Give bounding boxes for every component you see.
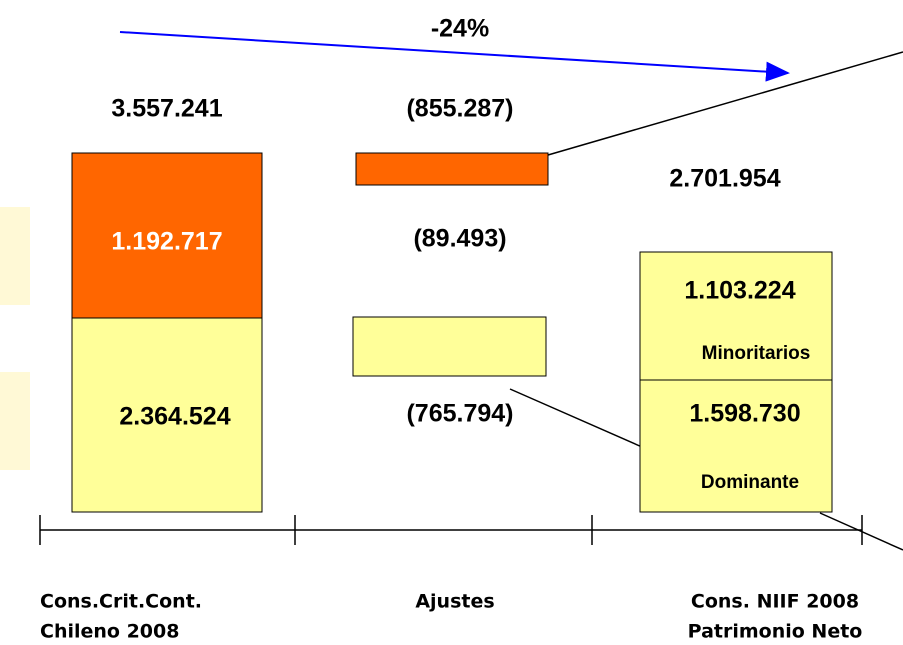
category-label: Cons. NIIF 2008	[691, 591, 859, 613]
change-label: -24%	[431, 15, 489, 43]
upper-label: (89.493)	[413, 225, 506, 253]
lower-label: (765.794)	[406, 400, 513, 428]
side-box	[0, 372, 30, 470]
category-label: Ajustes	[415, 591, 494, 613]
segment-upper	[639, 251, 833, 381]
lower-label: 2.364.524	[119, 403, 230, 431]
segment-lower	[639, 379, 833, 513]
change-arrow	[119, 31, 790, 82]
connector	[509, 388, 643, 448]
category-label: Cons.Crit.Cont.	[40, 591, 202, 613]
upper-name: Minoritarios	[702, 343, 811, 364]
lower-name: Dominante	[701, 472, 799, 493]
upper-label: 1.192.717	[111, 228, 222, 256]
total-label: 2.701.954	[669, 165, 780, 193]
upper-label: 1.103.224	[684, 277, 795, 305]
adjustment-lower	[352, 316, 547, 377]
segment-upper	[71, 152, 263, 319]
adjustment-upper	[355, 152, 549, 186]
total-label: (855.287)	[406, 95, 513, 123]
axis	[39, 515, 863, 545]
segment-lower	[71, 317, 263, 513]
connector	[547, 51, 903, 156]
category-label: Patrimonio Neto	[688, 621, 863, 643]
category-label: Chileno 2008	[40, 621, 179, 643]
total-label: 3.557.241	[111, 95, 222, 123]
lower-label: 1.598.730	[689, 400, 800, 428]
side-box	[0, 207, 30, 305]
